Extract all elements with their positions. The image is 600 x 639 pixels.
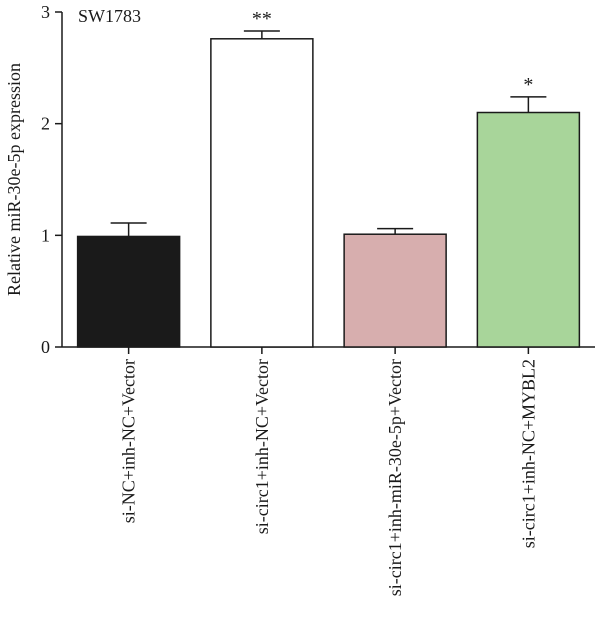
bar [476, 111, 581, 348]
y-tick-label: 1 [41, 225, 50, 245]
x-category-label: si-circ1+inh-NC+MYBL2 [518, 359, 538, 548]
significance-mark: * [523, 74, 533, 96]
x-category-label: si-circ1+inh-miR-30e-5p+Vector [385, 359, 405, 596]
x-category-label: si-circ1+inh-NC+Vector [252, 359, 272, 534]
x-ticks [127, 347, 530, 354]
y-tick-label: 0 [41, 337, 50, 357]
bars [76, 38, 581, 348]
x-category-label: si-NC+inh-NC+Vector [119, 359, 139, 523]
panel-label: SW1783 [78, 6, 141, 26]
bar [210, 38, 314, 348]
y-tick-label: 3 [41, 2, 50, 22]
y-axis-title: Relative miR-30e-5p expression [4, 63, 24, 296]
y-tick-label: 2 [41, 114, 50, 134]
bar [76, 235, 181, 348]
bar [343, 233, 447, 348]
error-bars [110, 30, 547, 237]
significance-mark: ** [252, 8, 272, 30]
significance-marks: *** [252, 8, 534, 96]
x-labels: si-NC+inh-NC+Vector si-circ1+inh-NC+Vecto… [119, 359, 539, 596]
y-ticks: 0 1 2 3 [41, 2, 62, 357]
